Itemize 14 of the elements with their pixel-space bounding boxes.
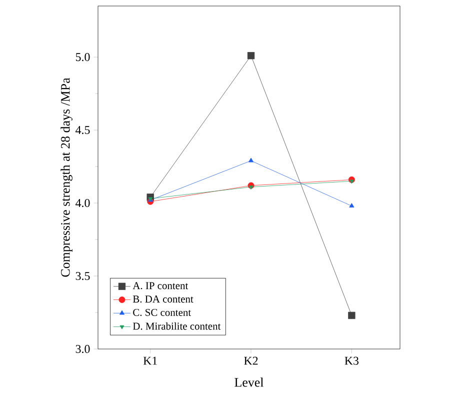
y-tick-label: 3.5 [76, 272, 90, 280]
legend-label: A. IP content [132, 282, 188, 290]
y-axis-title: Compressive strength at 28 days /MPa [60, 78, 72, 277]
legend-label: C. SC content [133, 308, 192, 316]
y-tick-label: 4.0 [76, 198, 90, 208]
legend-label: D. Mirabilite content [132, 322, 221, 330]
legend-label: B. DA content [132, 296, 194, 303]
y-tick-label: 5.0 [76, 53, 90, 62]
x-axis-title: Level [234, 378, 264, 387]
y-tick-label: 4.5 [76, 126, 90, 134]
x-tick-label: K1 [143, 356, 157, 365]
x-tick-label: K2 [244, 356, 258, 365]
x-tick-label: K3 [344, 356, 359, 365]
y-tick-label: 3.0 [76, 344, 90, 354]
